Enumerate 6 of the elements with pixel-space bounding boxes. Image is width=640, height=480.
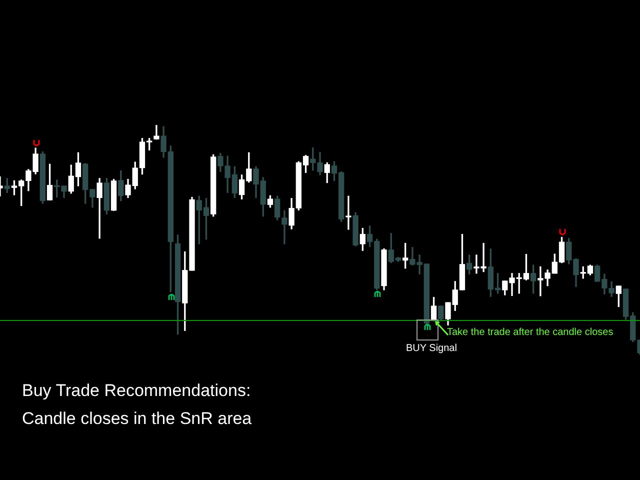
annotation: BUY Signal [406,343,457,354]
candlestick [346,196,352,230]
text: Candle closes in the SnR area [22,409,252,429]
candlestick [282,210,288,244]
annotation: Take the trade after the candle closes [447,327,614,338]
text: Buy Trade Recommendations: [22,381,251,401]
